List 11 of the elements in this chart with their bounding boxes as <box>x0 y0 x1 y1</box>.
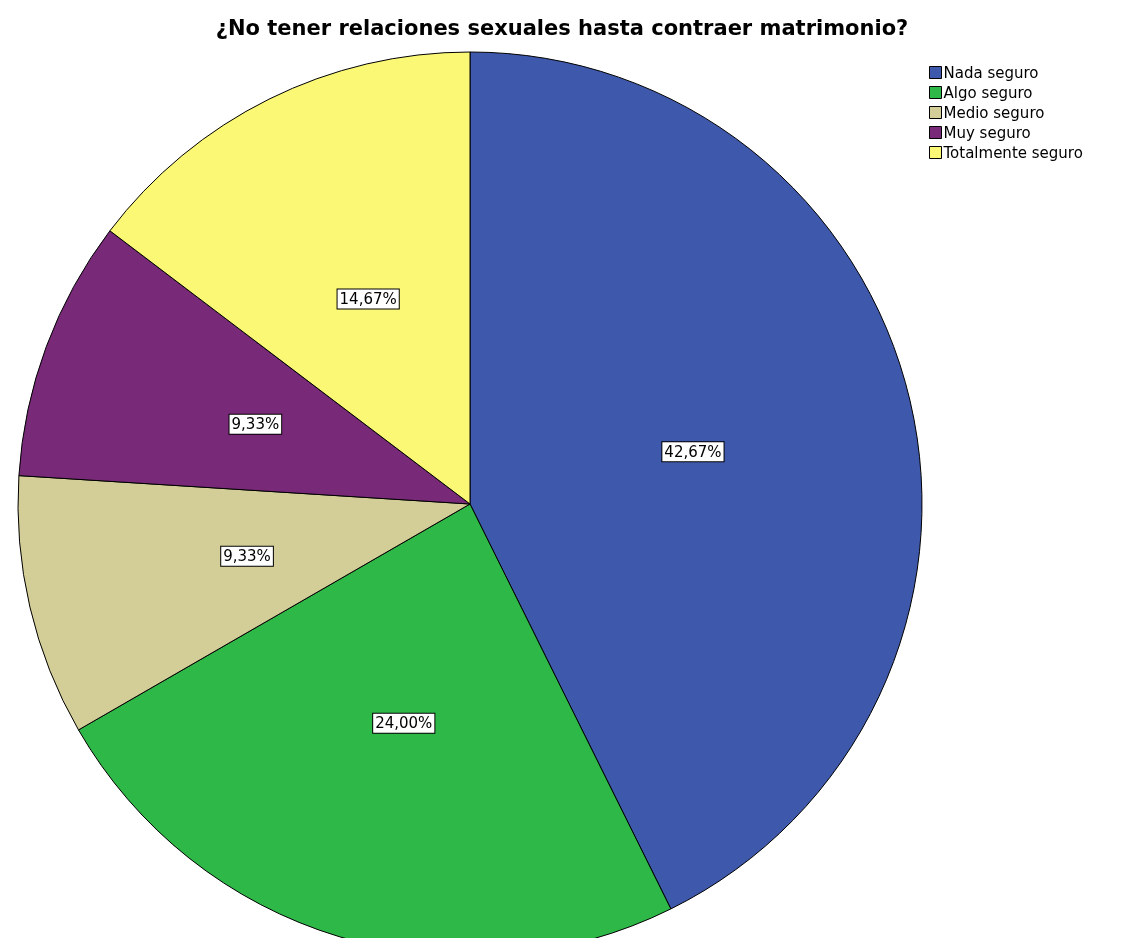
data-label: 9,33% <box>223 547 271 566</box>
chart-title: ¿No tener relaciones sexuales hasta contraer matrimonio? <box>215 15 909 40</box>
legend-label: Muy seguro <box>943 123 1031 142</box>
data-label: 14,67% <box>339 289 397 308</box>
data-label: 24,00% <box>375 714 433 733</box>
data-label: 9,33% <box>231 415 280 434</box>
legend-label: Totalmente seguro <box>942 143 1083 162</box>
legend-label: Algo seguro <box>943 83 1033 102</box>
legend-label: Nada seguro <box>943 63 1039 82</box>
legend-label: Medio seguro <box>943 103 1045 122</box>
data-label: 42,67% <box>664 442 722 461</box>
